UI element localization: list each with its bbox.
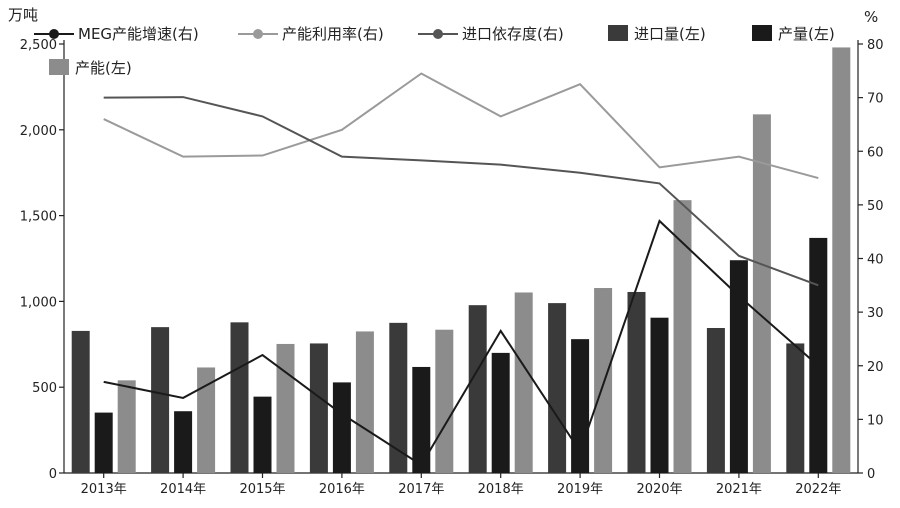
- x-tick-label: 2013年: [81, 482, 127, 497]
- bar-series: [832, 47, 851, 473]
- legend-label: 进口依存度(右): [462, 25, 564, 43]
- bar-series: [309, 343, 328, 473]
- right-y-tick-label: 80: [867, 38, 884, 53]
- right-y-tick-label: 40: [867, 253, 884, 268]
- bar-series: [174, 411, 193, 473]
- bar-series: [594, 288, 613, 473]
- right-axis-unit: %: [864, 8, 878, 26]
- bars: [71, 47, 851, 473]
- x-tick-label: 2017年: [398, 482, 444, 497]
- legend-swatch: [752, 25, 772, 41]
- bar-series: [197, 367, 216, 473]
- right-y-tick-label: 30: [867, 306, 884, 321]
- x-tick-label: 2016年: [319, 482, 365, 497]
- left-axis-unit: 万吨: [8, 6, 38, 24]
- bar-series: [650, 317, 669, 473]
- bar-series: [117, 380, 136, 473]
- legend-label: 产能(左): [75, 59, 132, 77]
- left-y-tick-label: 500: [32, 381, 57, 396]
- bar-series: [389, 322, 408, 473]
- line-series-2: [103, 72, 819, 180]
- bar-series: [355, 331, 374, 473]
- left-y-tick-label: 2,500: [20, 38, 57, 53]
- lines: [103, 72, 819, 467]
- right-y-tick-label: 60: [867, 145, 884, 160]
- bar-series: [729, 260, 748, 473]
- right-y-tick-label: 0: [867, 467, 875, 482]
- x-tick-label: 2022年: [795, 482, 841, 497]
- right-y-tick-label: 50: [867, 199, 884, 214]
- bar-series: [786, 343, 805, 473]
- bar-series: [627, 291, 646, 473]
- legend-swatch: [608, 25, 628, 41]
- bar-series: [491, 352, 510, 473]
- bar-series: [752, 114, 771, 473]
- legend: MEG产能增速(右) 产能利用率(右) 进口依存度(右) 进口量(左) 产量(左) 产能(…: [34, 25, 835, 77]
- bar-series: [468, 305, 487, 473]
- right-y-tick-label: 10: [867, 413, 884, 428]
- line-series-3: [103, 96, 819, 287]
- bar-series: [412, 366, 431, 473]
- bar-series: [151, 327, 170, 473]
- bar-series: [706, 327, 725, 473]
- legend-dot-marker: [253, 29, 263, 39]
- right-y-tick-label: 70: [867, 92, 884, 107]
- x-tick-label: 2020年: [636, 482, 682, 497]
- x-tick-label: 2018年: [478, 482, 524, 497]
- legend-dot-marker: [433, 29, 443, 39]
- legend-label: MEG产能增速(右): [78, 25, 199, 43]
- line-series-1: [103, 219, 819, 467]
- bar-series: [230, 322, 249, 473]
- bar-series: [94, 412, 113, 473]
- bar-series: [514, 292, 533, 473]
- bar-series: [673, 200, 692, 473]
- legend-label: 产能利用率(右): [282, 25, 384, 43]
- legend-label: 产量(左): [778, 25, 835, 43]
- left-y-tick-label: 2,000: [20, 124, 57, 139]
- left-y-tick-label: 0: [49, 467, 57, 482]
- bar-series: [71, 330, 90, 473]
- x-tick-label: 2019年: [557, 482, 603, 497]
- bar-series: [435, 329, 454, 473]
- axes: 0 500 1,000 1,500 2,000 2,500 0 10 20 30 40 50 60 70 8…: [20, 38, 884, 497]
- right-y-tick-label: 20: [867, 360, 884, 375]
- left-y-tick-label: 1,500: [20, 210, 57, 225]
- legend-label: 进口量(左): [634, 25, 706, 43]
- legend-dot-marker: [49, 29, 59, 39]
- bar-series: [809, 237, 828, 473]
- x-tick-label: 2014年: [160, 482, 206, 497]
- x-tick-label: 2021年: [716, 482, 762, 497]
- x-tick-label: 2015年: [239, 482, 285, 497]
- left-y-tick-label: 1,000: [20, 295, 57, 310]
- bar-series: [253, 396, 272, 473]
- bar-series: [332, 382, 351, 473]
- bar-series: [548, 303, 567, 473]
- bar-series: [276, 343, 295, 473]
- legend-swatch: [49, 59, 69, 75]
